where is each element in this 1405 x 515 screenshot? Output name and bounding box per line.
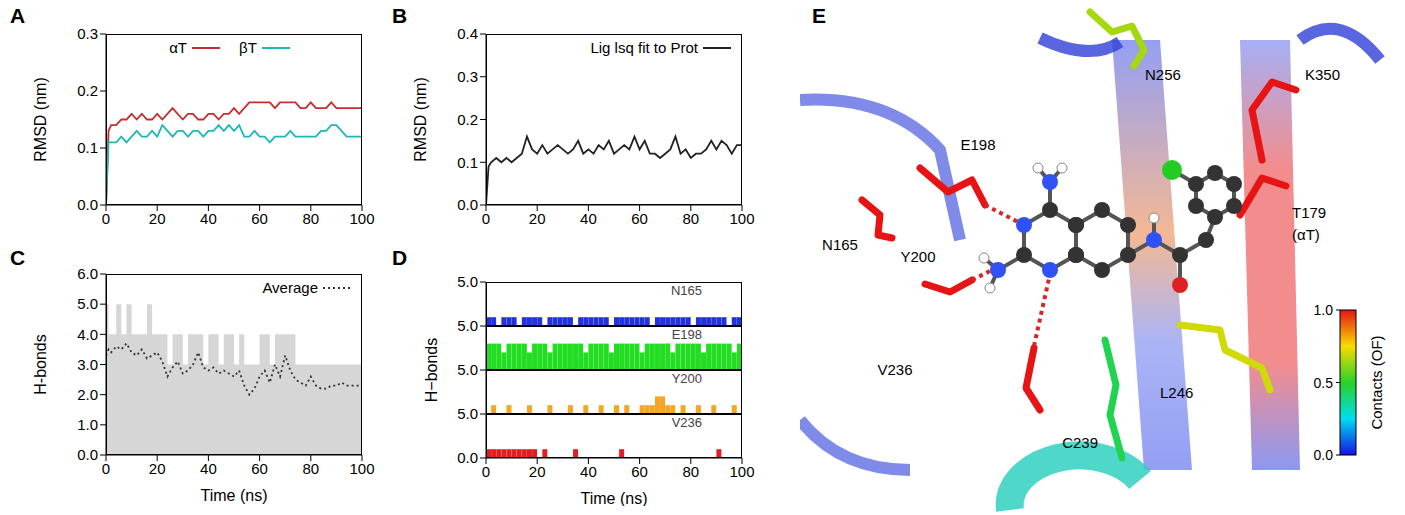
svg-text:0.0: 0.0 (457, 196, 478, 213)
svg-text:0: 0 (102, 210, 110, 227)
svg-text:100: 100 (349, 460, 374, 477)
svg-text:0.2: 0.2 (457, 111, 478, 128)
svg-text:Time (ns): Time (ns) (201, 487, 268, 504)
svg-text:(αT): (αT) (1292, 226, 1320, 243)
svg-text:E198: E198 (960, 136, 995, 153)
svg-text:5.0: 5.0 (457, 405, 478, 422)
svg-text:4.0: 4.0 (77, 326, 98, 343)
svg-text:80: 80 (302, 460, 319, 477)
svg-text:80: 80 (682, 463, 699, 480)
svg-text:60: 60 (631, 463, 648, 480)
svg-text:1.0: 1.0 (1314, 302, 1334, 318)
svg-text:Time (ns): Time (ns) (581, 490, 648, 506)
svg-text:80: 80 (302, 210, 319, 227)
svg-text:0.4: 0.4 (457, 25, 478, 42)
html-text:D: D (392, 246, 408, 269)
html-text:N165: N165 (670, 283, 702, 298)
svg-text:100: 100 (729, 210, 754, 227)
html-text:H−bonds: H−bonds (423, 337, 440, 403)
svg-text:5.0: 5.0 (77, 295, 98, 312)
html-text:A: A (10, 4, 26, 27)
svg-text:60: 60 (251, 210, 268, 227)
svg-text:0: 0 (482, 463, 490, 480)
svg-text:Y200: Y200 (900, 248, 935, 265)
html-text:Lig lsq fit to Prot: Lig lsq fit to Prot (590, 39, 698, 56)
svg-text:20: 20 (149, 210, 166, 227)
svg-text:5.0: 5.0 (457, 317, 478, 334)
svg-text:40: 40 (580, 463, 597, 480)
svg-text:3.0: 3.0 (77, 356, 98, 373)
svg-text:K350: K350 (1305, 66, 1340, 83)
svg-text:60: 60 (251, 460, 268, 477)
svg-text:40: 40 (580, 210, 597, 227)
svg-text:6.0: 6.0 (77, 265, 98, 282)
svg-text:T179: T179 (1292, 204, 1326, 221)
svg-text:0.5: 0.5 (1314, 375, 1334, 391)
svg-text:5.0: 5.0 (457, 361, 478, 378)
svg-text:0.1: 0.1 (457, 154, 478, 171)
svg-text:0.3: 0.3 (457, 68, 478, 85)
svg-text:80: 80 (682, 210, 699, 227)
svg-text:100: 100 (729, 463, 754, 480)
svg-text:100: 100 (349, 210, 374, 227)
svg-text:20: 20 (529, 463, 546, 480)
html-text:V236: V236 (671, 415, 702, 430)
svg-text:RMSD (nm): RMSD (nm) (32, 77, 49, 161)
svg-text:2.0: 2.0 (77, 386, 98, 403)
svg-text:C239: C239 (1062, 434, 1098, 451)
svg-text:40: 40 (200, 460, 217, 477)
svg-text:L246: L246 (1160, 384, 1193, 401)
svg-text:0.1: 0.1 (77, 139, 98, 156)
svg-text:20: 20 (149, 460, 166, 477)
svg-text:40: 40 (200, 210, 217, 227)
html-text:αT: αT (169, 39, 187, 56)
svg-text:N256: N256 (1145, 66, 1181, 83)
svg-text:0.0: 0.0 (457, 449, 478, 466)
html-text:E198: E198 (671, 327, 702, 342)
svg-text:0: 0 (482, 210, 490, 227)
svg-text:20: 20 (529, 210, 546, 227)
svg-text:0: 0 (102, 460, 110, 477)
svg-text:0.2: 0.2 (77, 82, 98, 99)
svg-text:0.3: 0.3 (77, 25, 98, 42)
svg-text:H-bonds: H-bonds (32, 334, 49, 394)
html-text:E: E (812, 4, 826, 27)
html-text:Average: Average (262, 279, 318, 296)
svg-text:Contacts (OF): Contacts (OF) (1368, 335, 1385, 429)
svg-text:5.0: 5.0 (457, 273, 478, 290)
svg-text:V236: V236 (877, 361, 912, 378)
html-text:C: C (10, 246, 26, 269)
html-text:βT: βT (239, 39, 257, 56)
svg-text:0.0: 0.0 (77, 196, 98, 213)
svg-text:N165: N165 (822, 236, 858, 253)
svg-text:1.0: 1.0 (77, 416, 98, 433)
html-text:B: B (392, 4, 408, 27)
html-text:Y200: Y200 (671, 371, 702, 386)
svg-text:RMSD (nm): RMSD (nm) (412, 77, 429, 161)
svg-text:0.0: 0.0 (1314, 447, 1334, 463)
svg-text:60: 60 (631, 210, 648, 227)
svg-text:0.0: 0.0 (77, 446, 98, 463)
